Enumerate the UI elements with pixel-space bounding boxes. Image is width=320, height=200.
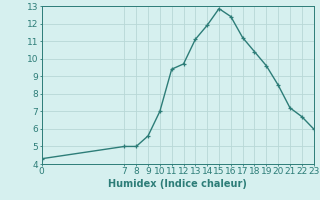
X-axis label: Humidex (Indice chaleur): Humidex (Indice chaleur) <box>108 179 247 189</box>
